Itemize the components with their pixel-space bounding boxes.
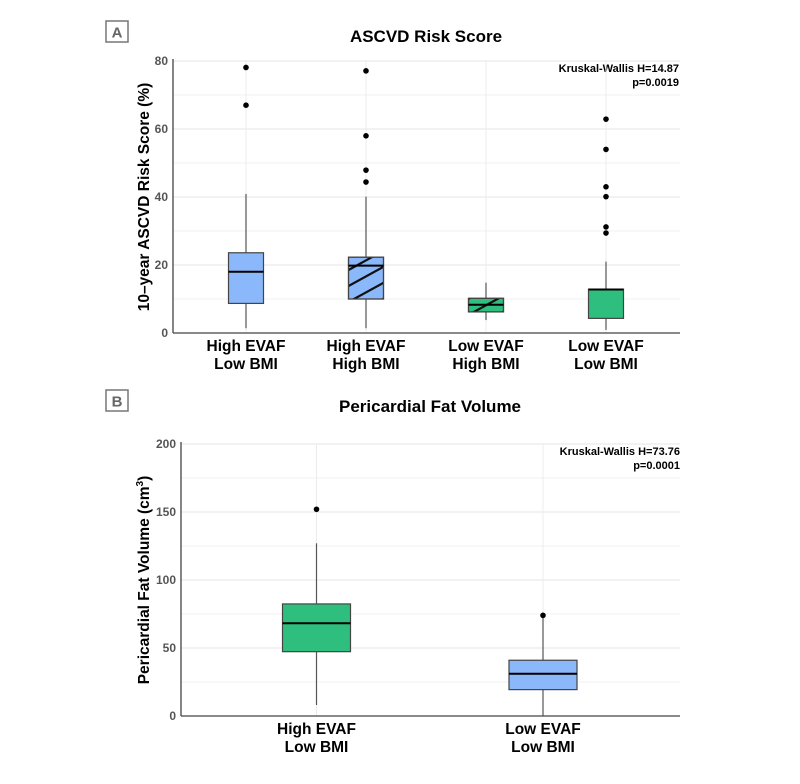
- panel-b-x-tick-label-line1: Low EVAF: [505, 721, 581, 738]
- panel-a-p-value: p=0.0019: [632, 77, 679, 89]
- outlier-point: [313, 506, 320, 513]
- panel-b-label: B: [112, 394, 123, 411]
- outlier-point: [603, 146, 609, 153]
- outlier-point: [363, 68, 369, 74]
- outlier-point: [363, 133, 369, 139]
- box-iqr: [508, 659, 578, 691]
- outlier-point: [603, 230, 609, 236]
- panel-a-stat-test: Kruskal-Wallis H=14.87: [559, 63, 679, 75]
- panel-a-x-tick-label-line2: High BMI: [332, 356, 399, 373]
- panel-a-x-tick-label-line1: Low EVAF: [568, 338, 644, 355]
- panel-b-y-tick-label: 150: [156, 505, 176, 519]
- panel-a-y-axis-label: 10–year ASCVD Risk Score (%): [136, 83, 153, 312]
- hatch-line: [348, 265, 384, 287]
- hatch-line: [348, 257, 375, 271]
- panel-a-y-tick-label: 20: [155, 258, 169, 272]
- box-iqr: [281, 603, 352, 653]
- panel-a-y-tick-label: 0: [161, 326, 168, 340]
- panel-b-y-tick-label: 50: [163, 641, 177, 655]
- panel-b-y-axis-label-end: ): [136, 476, 153, 481]
- panel-b-y-tick-label: 0: [169, 709, 176, 723]
- outlier-point: [540, 612, 546, 619]
- panel-a-y-tick-label: 80: [155, 54, 169, 68]
- outlier-point: [363, 179, 369, 185]
- panel-a-box-1: [227, 64, 265, 329]
- outlier-point: [603, 184, 609, 190]
- panel-b-box-1: [281, 506, 352, 705]
- panel-a-x-tick-label-line2: Low BMI: [214, 356, 278, 373]
- outlier-point: [363, 167, 369, 173]
- panel-a-title: ASCVD Risk Score: [350, 27, 502, 46]
- panel-a-y-tick-label: 60: [155, 122, 169, 136]
- panel-b-y-tick-label: 200: [156, 437, 176, 451]
- outlier-point: [603, 193, 609, 200]
- panel-b-y-axis-label-sup: 3: [135, 480, 146, 486]
- panel-b-x-tick-label-line2: Low BMI: [285, 739, 349, 756]
- panel-b-label-box: [105, 389, 129, 412]
- panel-a-x-tick-label-line1: High EVAF: [327, 338, 406, 355]
- outlier-point: [243, 102, 249, 108]
- panel-a-x-tick-label-line1: Low EVAF: [448, 338, 524, 355]
- panel-a-x-tick-label-line1: High EVAF: [207, 338, 286, 355]
- outlier-point: [243, 64, 249, 71]
- panel-a-x-tick-label-line2: High BMI: [452, 356, 519, 373]
- panel-b-y-axis-label: Pericardial Fat Volume (cm3): [135, 476, 153, 685]
- panel-b-box-2: [508, 612, 578, 716]
- panel-a-label-box: [105, 20, 129, 43]
- panel-b-x-tick-label-line1: High EVAF: [277, 721, 356, 738]
- panel-b-x-tick-label-line2: Low BMI: [511, 739, 575, 756]
- box-outline: [347, 256, 385, 300]
- panel-a-label: A: [112, 25, 123, 42]
- outlier-point: [603, 116, 609, 122]
- panel-b: B Pericardial Fat Volume Pericardial Fat…: [105, 389, 680, 756]
- panel-b-stat-test: Kruskal-Wallis H=73.76: [560, 446, 680, 458]
- panel-a-box-3: [467, 282, 505, 321]
- box-iqr: [587, 288, 625, 319]
- panel-a-x-tick-label-line2: Low BMI: [574, 356, 638, 373]
- panel-b-y-tick-label: 100: [156, 573, 176, 587]
- panel-b-p-value: p=0.0001: [633, 460, 680, 472]
- outlier-point: [603, 224, 609, 230]
- panel-b-title: Pericardial Fat Volume: [339, 397, 521, 416]
- panel-a-y-tick-label: 40: [155, 190, 169, 204]
- box-iqr: [227, 252, 265, 305]
- panel-a-box-4: [587, 116, 625, 330]
- panel-a: A ASCVD Risk Score 10–year ASCVD Risk Sc…: [105, 20, 680, 373]
- panel-a-box-2: [347, 68, 385, 329]
- panel-b-y-axis-label-main: Pericardial Fat Volume (cm: [136, 486, 153, 684]
